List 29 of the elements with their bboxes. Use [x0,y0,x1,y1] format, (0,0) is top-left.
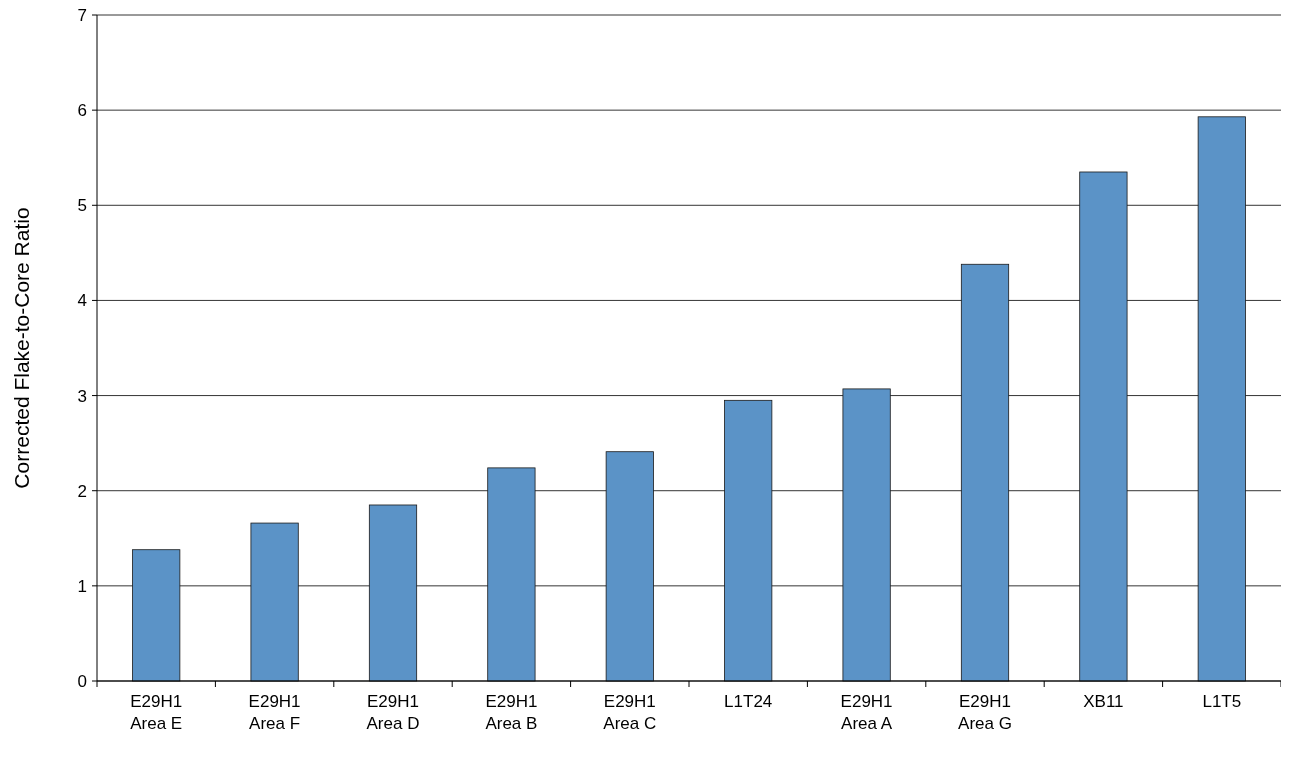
y-tick-label: 3 [77,386,87,406]
x-tick-label: XB11 [1083,692,1124,711]
bar [1079,171,1128,682]
bar [842,388,891,682]
x-tick-label: E29H1 Area G [958,692,1012,733]
x-tick-label: E29H1 Area A [840,692,893,733]
y-tick-label: 1 [77,576,87,596]
bar [605,451,654,682]
x-tick-label: E29H1 Area D [366,692,420,733]
bar [132,549,181,682]
x-tick-label: E29H1 Area E [130,692,183,733]
y-tick-label: 4 [77,291,87,311]
bar [724,399,773,682]
y-tick-label: 5 [77,196,87,216]
x-tick-label: E29H1 Area B [485,692,538,733]
y-tick-label: 7 [77,5,87,25]
x-tick-label: E29H1 Area F [248,692,301,733]
y-tick-label: 2 [77,481,87,501]
x-tick-label: L1T5 [1202,692,1242,711]
y-tick-label: 0 [77,671,87,691]
x-tick-label: E29H1 Area C [603,692,657,733]
bar [368,504,418,682]
bar [250,522,299,682]
bar [960,263,1010,682]
x-tick-label: L1T24 [724,692,773,711]
bar [1197,116,1246,682]
y-tick-label: 6 [77,101,87,121]
bar [487,467,536,682]
y-axis-title: Corrected Flake-to-Core Ratio [10,207,33,489]
